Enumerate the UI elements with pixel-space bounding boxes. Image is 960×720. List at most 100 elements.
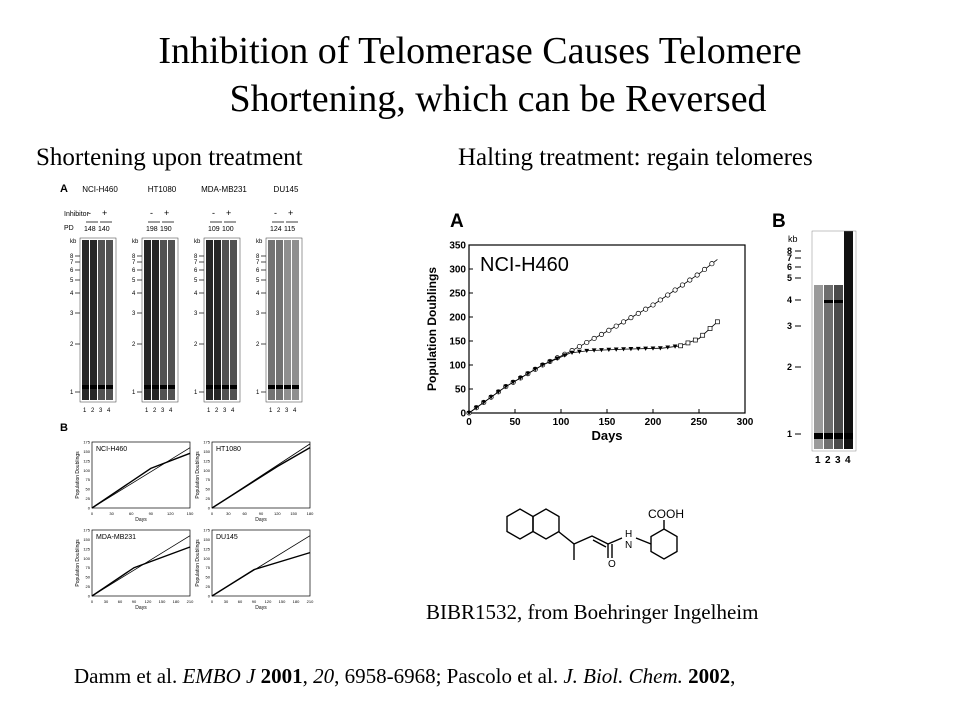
series-point bbox=[584, 339, 590, 346]
right-gel-kb-tick: 1 bbox=[787, 429, 792, 439]
series-point bbox=[510, 380, 516, 385]
gel-band bbox=[214, 385, 221, 389]
mini-chart-curve bbox=[211, 447, 311, 509]
gel-lane-number: 3 bbox=[99, 408, 103, 414]
inhibitor-sign: - bbox=[88, 208, 91, 218]
right-gel-band bbox=[824, 433, 833, 439]
gel-kb-tick: 4 bbox=[194, 291, 198, 297]
gel-lane bbox=[222, 240, 229, 400]
gel-lane-number: 3 bbox=[223, 408, 227, 414]
series-point bbox=[643, 346, 649, 351]
gel-kb-tick: 3 bbox=[132, 311, 136, 317]
mini-xtick: 0 bbox=[91, 599, 94, 604]
mini-ytick: 150 bbox=[203, 537, 210, 542]
mini-ytick: 75 bbox=[86, 477, 91, 482]
mini-ytick: 0 bbox=[208, 594, 211, 599]
right-gel-lane-number: 4 bbox=[845, 455, 851, 466]
inhibitor-sign: - bbox=[274, 208, 277, 218]
gel-band bbox=[292, 385, 299, 389]
mini-xtick: 150 bbox=[187, 511, 194, 516]
series-point bbox=[628, 347, 634, 352]
x-tick-label: 150 bbox=[599, 417, 616, 428]
right-gel-band bbox=[834, 433, 843, 439]
gel-band bbox=[206, 385, 213, 389]
gel-name: DU145 bbox=[274, 185, 299, 194]
inhibitor-sign: - bbox=[150, 208, 153, 218]
series-point bbox=[650, 302, 656, 308]
series-point bbox=[701, 266, 708, 273]
series-point bbox=[628, 315, 634, 321]
right-gel-lane bbox=[824, 285, 833, 449]
series-point bbox=[678, 343, 683, 349]
series-point bbox=[635, 346, 641, 352]
x-tick-label: 250 bbox=[691, 417, 708, 428]
gel-kb-tick: 2 bbox=[70, 342, 74, 348]
mini-xtick: 90 bbox=[149, 511, 154, 516]
right-gel-kb-tick: 2 bbox=[787, 362, 792, 372]
right-gel-band bbox=[814, 433, 823, 439]
gel-lane bbox=[152, 240, 159, 400]
gel-lane-number: 2 bbox=[91, 408, 95, 414]
right-gel-lane bbox=[834, 285, 843, 449]
citation-vol1: 20 bbox=[313, 664, 335, 688]
mini-chart-label: NCI-H460 bbox=[96, 446, 127, 453]
series-point bbox=[679, 282, 685, 288]
chart-title: NCI-H460 bbox=[480, 254, 569, 276]
gel-band bbox=[144, 385, 151, 389]
gel-lane-number: 1 bbox=[83, 408, 87, 414]
mini-ylabel: Population Doublings bbox=[75, 539, 81, 587]
citation-year1: 2001 bbox=[260, 664, 303, 688]
gel-lane-number: 1 bbox=[207, 408, 211, 414]
series-point bbox=[613, 347, 619, 352]
mini-ytick: 25 bbox=[86, 584, 91, 589]
gel-frame bbox=[141, 237, 179, 403]
gel-kb-tick: 2 bbox=[256, 342, 260, 348]
mini-xtick: 150 bbox=[279, 599, 286, 604]
naphthalene-ring-1 bbox=[506, 508, 534, 540]
gel-kb-tick: 6 bbox=[256, 268, 260, 274]
mini-chart-curve bbox=[91, 447, 191, 509]
y-tick-label: 250 bbox=[449, 289, 466, 300]
gel-frame bbox=[203, 237, 241, 403]
mini-chart-frame bbox=[91, 529, 191, 597]
series-point bbox=[554, 356, 560, 361]
x-tick-label: 0 bbox=[466, 417, 472, 428]
mini-xtick: 120 bbox=[145, 599, 152, 604]
citation-journal1: EMBO J bbox=[182, 664, 256, 688]
gel-lane bbox=[268, 240, 275, 400]
series-point bbox=[621, 347, 626, 352]
gel-kb-tick: 5 bbox=[132, 278, 136, 284]
series-point bbox=[692, 337, 698, 343]
right-gel-lane-number: 3 bbox=[835, 455, 841, 466]
mini-ytick: 25 bbox=[206, 584, 211, 589]
inhibitor-sign: - bbox=[212, 208, 215, 218]
right-gel-lane bbox=[844, 231, 853, 449]
citation: Damm et al. EMBO J 2001, 20, 6958-6968; … bbox=[74, 664, 735, 689]
mini-xtick: 150 bbox=[290, 511, 297, 516]
series-point bbox=[525, 371, 531, 376]
gel-name: HT1080 bbox=[148, 185, 177, 194]
mini-xlabel: Days bbox=[255, 605, 267, 611]
mini-ytick: 125 bbox=[203, 458, 210, 463]
population-doublings-chart: A NCI-H460 0 50 100 150 200 250 300 0 50 100 150 20… bbox=[425, 211, 754, 443]
mini-ytick: 0 bbox=[88, 594, 91, 599]
right-gel-band bbox=[844, 433, 853, 439]
right-gel-panel-letter: B bbox=[772, 211, 786, 232]
gel-lane bbox=[106, 240, 113, 400]
gel-kb-label: kb bbox=[132, 239, 139, 245]
gel-lane bbox=[90, 240, 97, 400]
gel-kb-tick: 5 bbox=[256, 278, 260, 284]
gel-kb-tick: 5 bbox=[70, 278, 74, 284]
mini-xlabel: Days bbox=[135, 517, 147, 523]
gel-band bbox=[222, 385, 229, 389]
series-point bbox=[672, 287, 678, 293]
mini-ytick: 0 bbox=[208, 506, 211, 511]
right-gel-band bbox=[834, 300, 843, 303]
gel-lane-number: 4 bbox=[231, 408, 235, 414]
gel-kb-tick: 3 bbox=[194, 311, 198, 317]
gel-kb-label: kb bbox=[256, 239, 263, 245]
gel-lane bbox=[168, 240, 175, 400]
pd-value: 190 bbox=[160, 226, 172, 233]
mini-xtick: 90 bbox=[259, 511, 264, 516]
